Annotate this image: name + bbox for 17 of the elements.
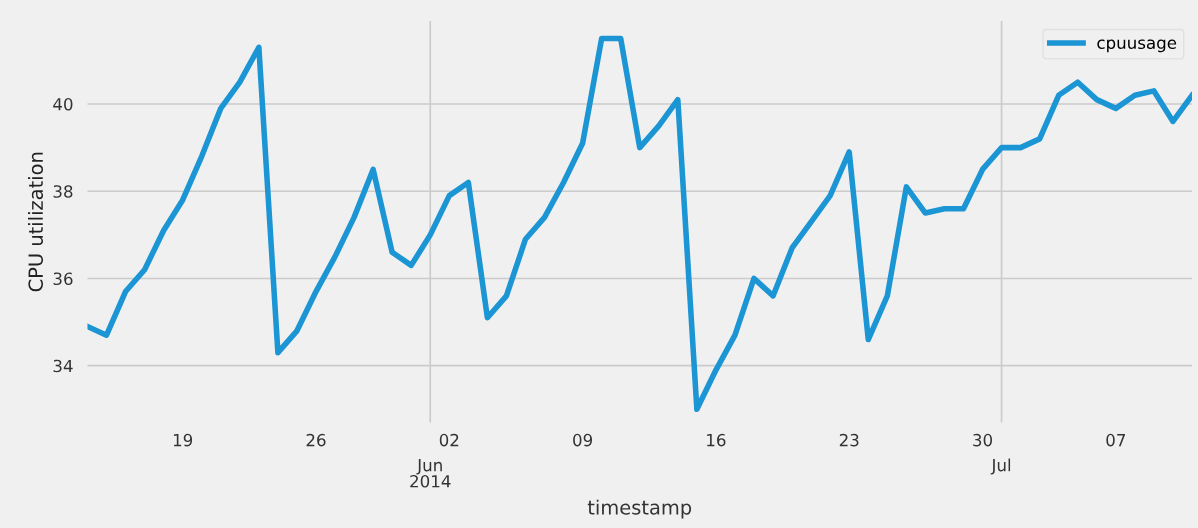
x-tick-label: 19 — [173, 433, 193, 447]
y-axis-title: CPU utilization — [27, 152, 44, 292]
y-tick-label: 38 — [53, 185, 73, 198]
x-tick-label: 30 — [973, 433, 993, 447]
y-tick-label: 34 — [53, 359, 73, 373]
x-axis-title: timestamp — [587, 499, 692, 519]
ref-line-label: Jun 2014 — [410, 459, 451, 488]
y-tick-label: 36 — [53, 272, 73, 286]
y-tick-label: 40 — [53, 97, 73, 111]
x-tick-label: 26 — [306, 433, 326, 447]
x-tick-label: 16 — [707, 433, 726, 447]
legend-label: cpuusage — [1097, 39, 1177, 53]
x-tick-label: 09 — [573, 433, 593, 447]
x-tick-label: 23 — [839, 433, 859, 447]
ref-line-label: Jul — [990, 458, 1011, 475]
x-tick-label: 07 — [1106, 433, 1126, 447]
x-tick-label: 02 — [439, 433, 459, 447]
